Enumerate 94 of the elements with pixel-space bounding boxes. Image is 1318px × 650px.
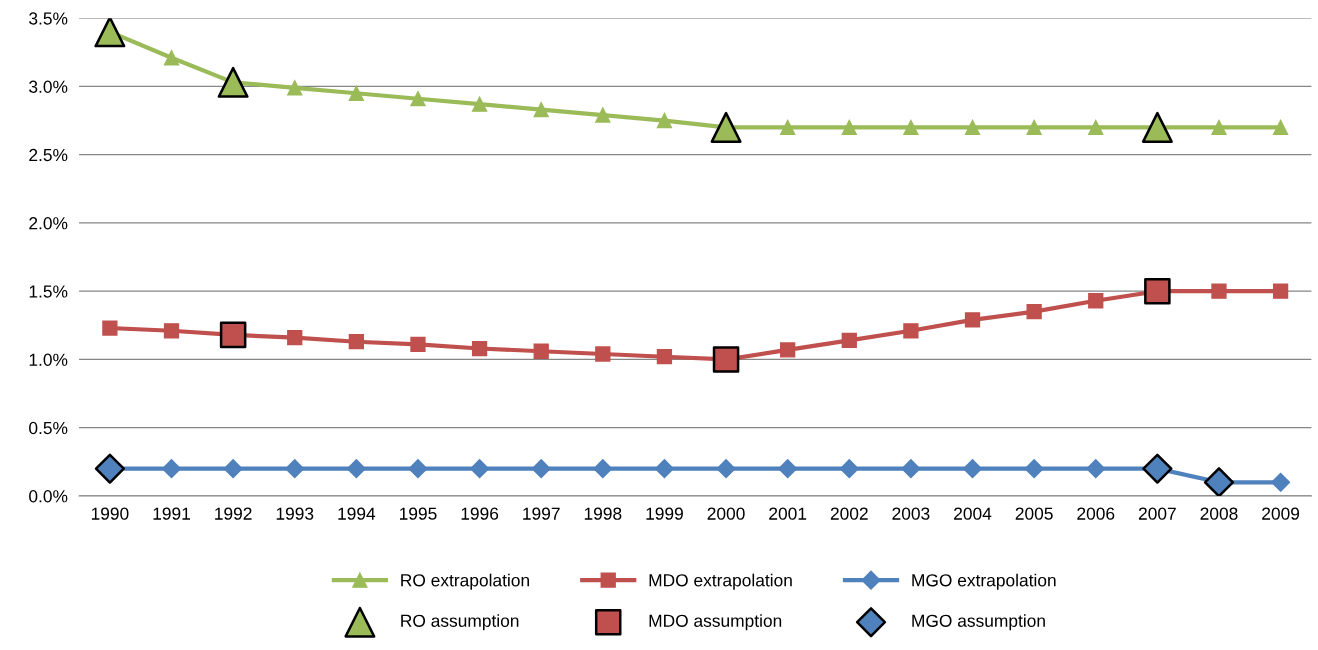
point [841, 332, 857, 348]
x-tick-label: 2006 [1077, 507, 1115, 520]
x-tick-label: 1990 [91, 507, 129, 520]
point [102, 320, 118, 336]
x-tick-label: 1999 [646, 507, 683, 520]
point [223, 459, 243, 479]
legend-label: RO assumption [401, 614, 519, 631]
x-tick-label: 2003 [892, 507, 930, 520]
y-tick-label: 0.5% [29, 421, 68, 435]
point [778, 459, 798, 479]
point [287, 329, 303, 346]
x-tick-label: 1994 [338, 507, 376, 520]
point [471, 96, 488, 112]
point [1024, 459, 1044, 479]
point [1272, 283, 1289, 299]
point [348, 85, 364, 101]
x-tick-label: 1998 [584, 507, 622, 520]
y-tick-label: 2.0% [29, 217, 68, 230]
point [410, 336, 426, 353]
x-tick-label: 2001 [769, 507, 807, 520]
point [964, 312, 981, 328]
x-tick-label: 2000 [707, 507, 745, 520]
point [163, 323, 180, 339]
point [471, 340, 488, 357]
x-tick-label: 2004 [954, 507, 992, 520]
point [533, 102, 549, 118]
x-tick-label: 2005 [1015, 507, 1053, 520]
point [1088, 293, 1104, 309]
x-tick-label: 1997 [523, 507, 560, 520]
point [285, 459, 305, 479]
y-tick-label: 2.5% [29, 148, 68, 162]
point [962, 459, 983, 479]
point [1144, 277, 1171, 305]
point [533, 343, 549, 359]
x-tick-label: 1992 [215, 507, 252, 520]
point [595, 346, 611, 362]
point [470, 459, 490, 479]
point [901, 459, 921, 479]
point [654, 459, 674, 479]
point [287, 80, 303, 96]
point [780, 342, 796, 358]
point [531, 459, 551, 479]
point [1272, 119, 1289, 136]
point [1088, 119, 1104, 136]
point [780, 119, 796, 136]
point [163, 50, 180, 66]
y-tick-label: 1.5% [29, 285, 68, 298]
point [408, 459, 428, 479]
point [841, 119, 857, 136]
y-tick-label: 3.5% [29, 12, 68, 25]
point [903, 323, 919, 339]
legend-label: MGO assumption [912, 614, 1045, 631]
point [161, 459, 182, 479]
point [1203, 467, 1235, 496]
point [219, 321, 247, 349]
x-tick-label: 1991 [153, 507, 190, 520]
point [964, 119, 981, 136]
x-tick-label: 1993 [276, 507, 314, 520]
x-tick-label: 2009 [1262, 507, 1300, 520]
point [1141, 111, 1173, 143]
point [656, 349, 673, 365]
point [1211, 119, 1227, 136]
point [710, 111, 742, 143]
point [595, 107, 611, 123]
legend-label: MDO assumption [649, 614, 782, 631]
x-tick-label: 1996 [461, 507, 499, 520]
point [348, 334, 364, 350]
x-tick-label: 2007 [1138, 507, 1176, 520]
point [1026, 304, 1042, 320]
point [410, 91, 426, 107]
point [656, 112, 673, 129]
point [712, 346, 740, 373]
point [1211, 283, 1227, 299]
x-tick-label: 2002 [830, 507, 868, 520]
point [217, 66, 249, 98]
point [346, 459, 366, 479]
x-tick-label: 2008 [1200, 507, 1238, 520]
point [716, 459, 736, 479]
point [94, 453, 126, 484]
legend-label: MGO extrapolation [912, 573, 1056, 590]
point [593, 459, 613, 479]
point [1026, 119, 1042, 136]
point [903, 119, 919, 136]
legend-label: MDO extrapolation [649, 573, 792, 590]
x-tick-label: 1995 [399, 507, 437, 520]
point [1142, 453, 1173, 484]
y-tick-label: 1.0% [29, 353, 68, 366]
point [1271, 472, 1291, 492]
point [1086, 459, 1106, 479]
point [839, 459, 859, 479]
y-tick-label: 3.0% [29, 80, 68, 93]
legend-label: RO extrapolation [401, 573, 529, 590]
point [94, 18, 126, 48]
y-tick-label: 0.0% [29, 490, 68, 503]
